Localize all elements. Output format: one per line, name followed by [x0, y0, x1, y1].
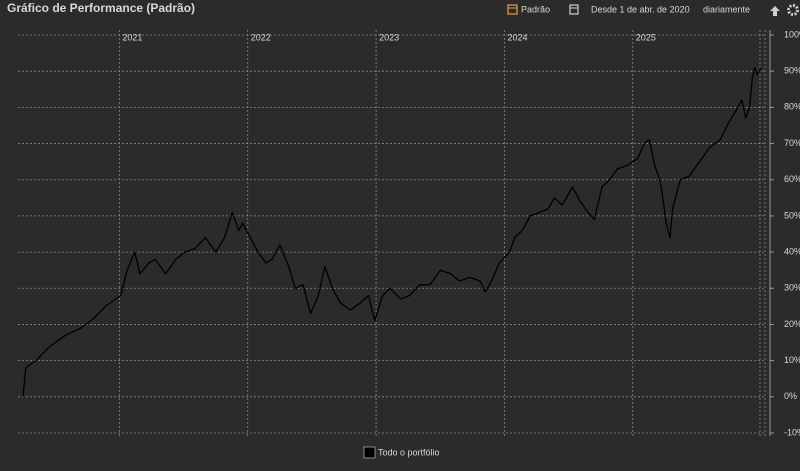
y-tick-label: 40%	[784, 246, 800, 256]
y-tick-label: 0%	[784, 391, 797, 401]
y-tick-label: 70%	[784, 138, 800, 148]
x-tick-label: 2022	[251, 32, 271, 42]
y-tick-label: 50%	[784, 210, 800, 220]
y-tick-label: 20%	[784, 319, 800, 329]
y-tick-label: 60%	[784, 174, 800, 184]
y-tick-label: 30%	[784, 283, 800, 293]
x-tick-label: 2025	[636, 32, 656, 42]
y-tick-label: -10%	[784, 427, 800, 437]
view-icon[interactable]	[507, 4, 518, 15]
interval-label[interactable]: diariamente	[703, 4, 750, 14]
y-tick-label: 10%	[784, 355, 800, 365]
y-tick-label: 100%	[784, 29, 800, 39]
since-label[interactable]: Desde 1 de abr. de 2020	[591, 4, 690, 14]
y-tick-label: 80%	[784, 102, 800, 112]
export-icon[interactable]	[770, 6, 780, 16]
y-tick-label: 90%	[784, 66, 800, 76]
view-label[interactable]: Padrão	[521, 4, 550, 14]
x-tick-label: 2023	[379, 32, 399, 42]
legend-label[interactable]: Todo o portfólio	[378, 447, 440, 457]
x-tick-label: 2021	[122, 32, 142, 42]
chart-title: Gráfico de Performance (Padrão)	[7, 1, 195, 15]
series-line	[22, 66, 762, 397]
legend-swatch[interactable]	[363, 446, 376, 459]
x-tick-label: 2024	[507, 32, 527, 42]
settings-icon[interactable]	[787, 4, 799, 16]
calendar-icon[interactable]	[569, 4, 579, 15]
